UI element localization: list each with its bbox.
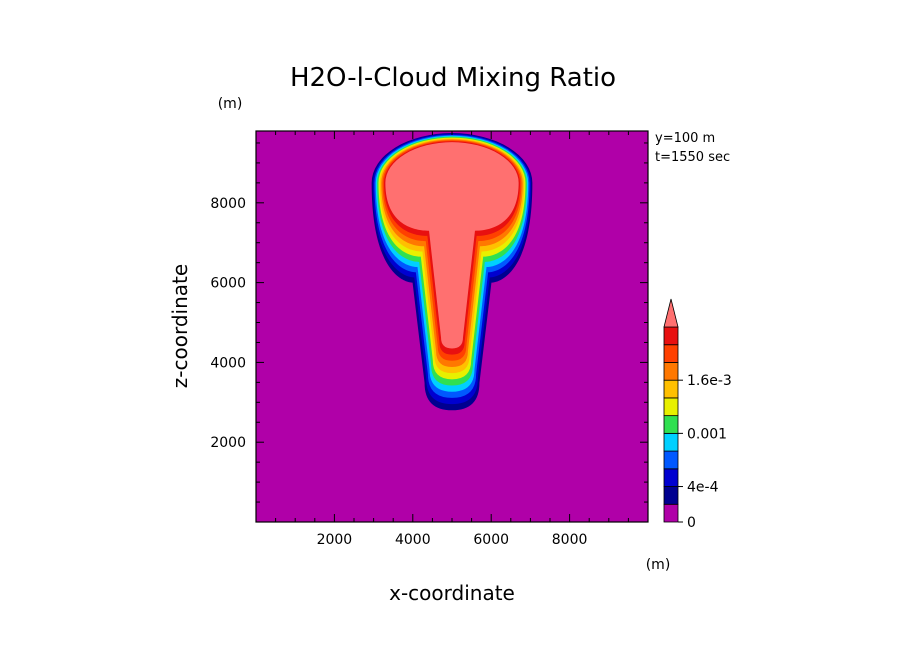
x-unit-label: (m) bbox=[646, 557, 671, 573]
y-tick-label: 8000 bbox=[210, 196, 246, 212]
y-unit-label: (m) bbox=[218, 96, 243, 112]
plot-area: 2000 4000 6000 8000 2000 4000 6000 8000 bbox=[210, 130, 649, 548]
colorbar-tick-label: 0.001 bbox=[687, 426, 727, 442]
annotation-y: y=100 m bbox=[655, 131, 715, 146]
colorbar-tick-label: 4e-4 bbox=[687, 480, 719, 496]
colorbar-extend-arrow bbox=[663, 298, 679, 328]
colorbar-tick-label: 0 bbox=[687, 515, 696, 531]
contour-band-11 bbox=[385, 142, 519, 349]
colorbar-segment bbox=[663, 362, 679, 381]
y-axis-label: z-coordinate bbox=[168, 264, 192, 388]
y-tick-label: 2000 bbox=[210, 435, 246, 451]
colorbar-segment bbox=[663, 397, 679, 417]
colorbar: 0 4e-4 0.001 1.6e-3 bbox=[663, 298, 732, 531]
x-tick-label: 4000 bbox=[395, 532, 431, 548]
colorbar-segment bbox=[663, 415, 679, 434]
y-tick-label: 6000 bbox=[210, 276, 246, 292]
x-tick-label: 8000 bbox=[552, 532, 588, 548]
x-tick-label: 6000 bbox=[473, 532, 509, 548]
colorbar-segment bbox=[663, 379, 679, 399]
colorbar-segment bbox=[663, 486, 679, 505]
annotation-t: t=1550 sec bbox=[655, 150, 730, 165]
colorbar-segment bbox=[663, 326, 679, 346]
x-tick-label: 2000 bbox=[317, 532, 353, 548]
x-axis-label: x-coordinate bbox=[389, 581, 515, 605]
chart-title: H2O-l-Cloud Mixing Ratio bbox=[290, 63, 616, 93]
colorbar-segment bbox=[663, 468, 679, 487]
colorbar-segment bbox=[663, 503, 679, 523]
colorbar-segment bbox=[663, 450, 679, 470]
y-tick-label: 4000 bbox=[210, 355, 246, 371]
colorbar-segment bbox=[663, 432, 679, 452]
colorbar-tick-label: 1.6e-3 bbox=[687, 373, 732, 389]
colorbar-segment bbox=[663, 344, 679, 363]
